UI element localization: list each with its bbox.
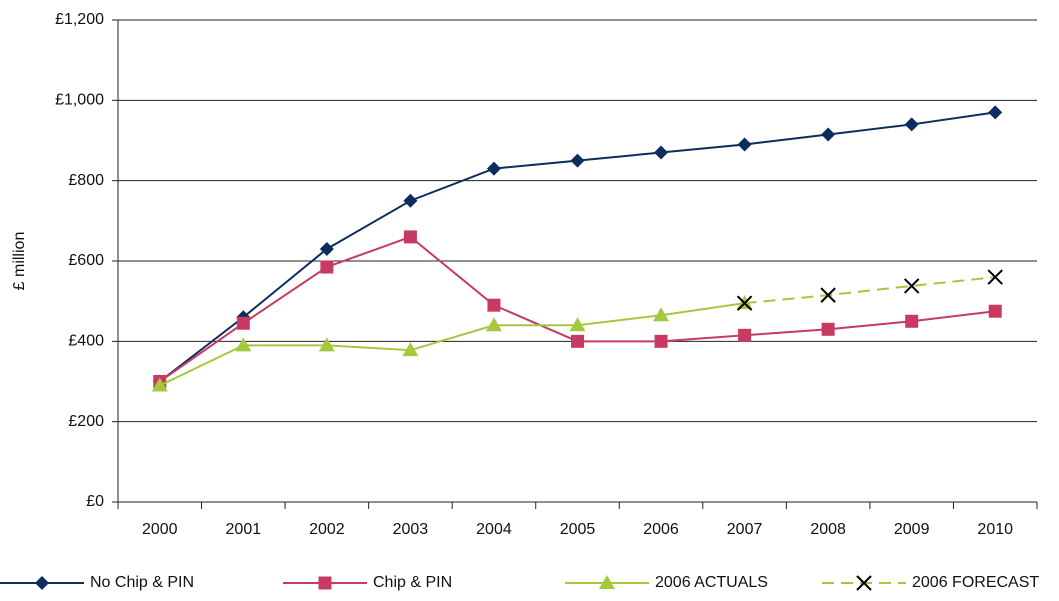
x-tick-label: 2001 (226, 521, 262, 538)
marker (486, 161, 501, 176)
x-tick-label: 2004 (476, 521, 512, 538)
marker (571, 334, 584, 348)
marker (235, 337, 252, 352)
marker (485, 317, 502, 332)
marker (903, 278, 920, 294)
marker (821, 322, 835, 336)
marker (988, 304, 1002, 318)
marker (654, 145, 669, 160)
marker (821, 127, 836, 142)
marker (570, 153, 585, 168)
legend-label: 2006 FORECAST (912, 574, 1039, 591)
y-tick-label: £200 (68, 413, 104, 430)
legend-marker (35, 576, 49, 590)
marker (736, 295, 753, 311)
y-tick-label: £1,000 (55, 92, 104, 109)
marker (318, 337, 335, 352)
marker (738, 328, 752, 342)
marker (988, 105, 1003, 120)
x-tick-label: 2003 (393, 521, 429, 538)
x-tick-label: 2002 (309, 521, 345, 538)
marker (320, 260, 334, 274)
marker (905, 314, 919, 328)
legend-label: 2006 ACTUALS (655, 574, 768, 591)
marker (653, 307, 670, 322)
marker (487, 298, 501, 312)
series-line (159, 235, 996, 383)
legend-marker (856, 575, 872, 591)
x-tick-label: 2005 (560, 521, 596, 538)
y-tick-label: £600 (68, 252, 104, 269)
marker (319, 241, 334, 256)
marker (569, 317, 586, 332)
marker (402, 342, 419, 357)
series-line (159, 302, 745, 387)
marker (403, 230, 417, 244)
legend-marker (599, 575, 615, 589)
y-tick-label: £400 (68, 333, 104, 350)
marker (654, 334, 668, 348)
marker (236, 316, 250, 330)
marker (403, 193, 418, 208)
x-tick-label: 2008 (810, 521, 846, 538)
x-tick-label: 2007 (727, 521, 763, 538)
legend-marker (318, 576, 332, 590)
series-line (744, 276, 996, 305)
x-tick-label: 2009 (894, 521, 930, 538)
marker (151, 377, 168, 392)
marker (737, 137, 752, 152)
x-tick-label: 2006 (643, 521, 679, 538)
x-tick-label: 2010 (977, 521, 1013, 538)
y-tick-label: £0 (86, 493, 104, 510)
legend-label: No Chip & PIN (90, 574, 194, 591)
marker (987, 269, 1003, 285)
y-axis-label: £ million (11, 232, 28, 291)
y-tick-label: £1,200 (55, 11, 104, 28)
marker (820, 287, 836, 303)
marker (904, 117, 919, 132)
y-tick-label: £800 (68, 172, 104, 189)
x-tick-label: 2000 (142, 521, 178, 538)
legend-label: Chip & PIN (373, 574, 452, 591)
